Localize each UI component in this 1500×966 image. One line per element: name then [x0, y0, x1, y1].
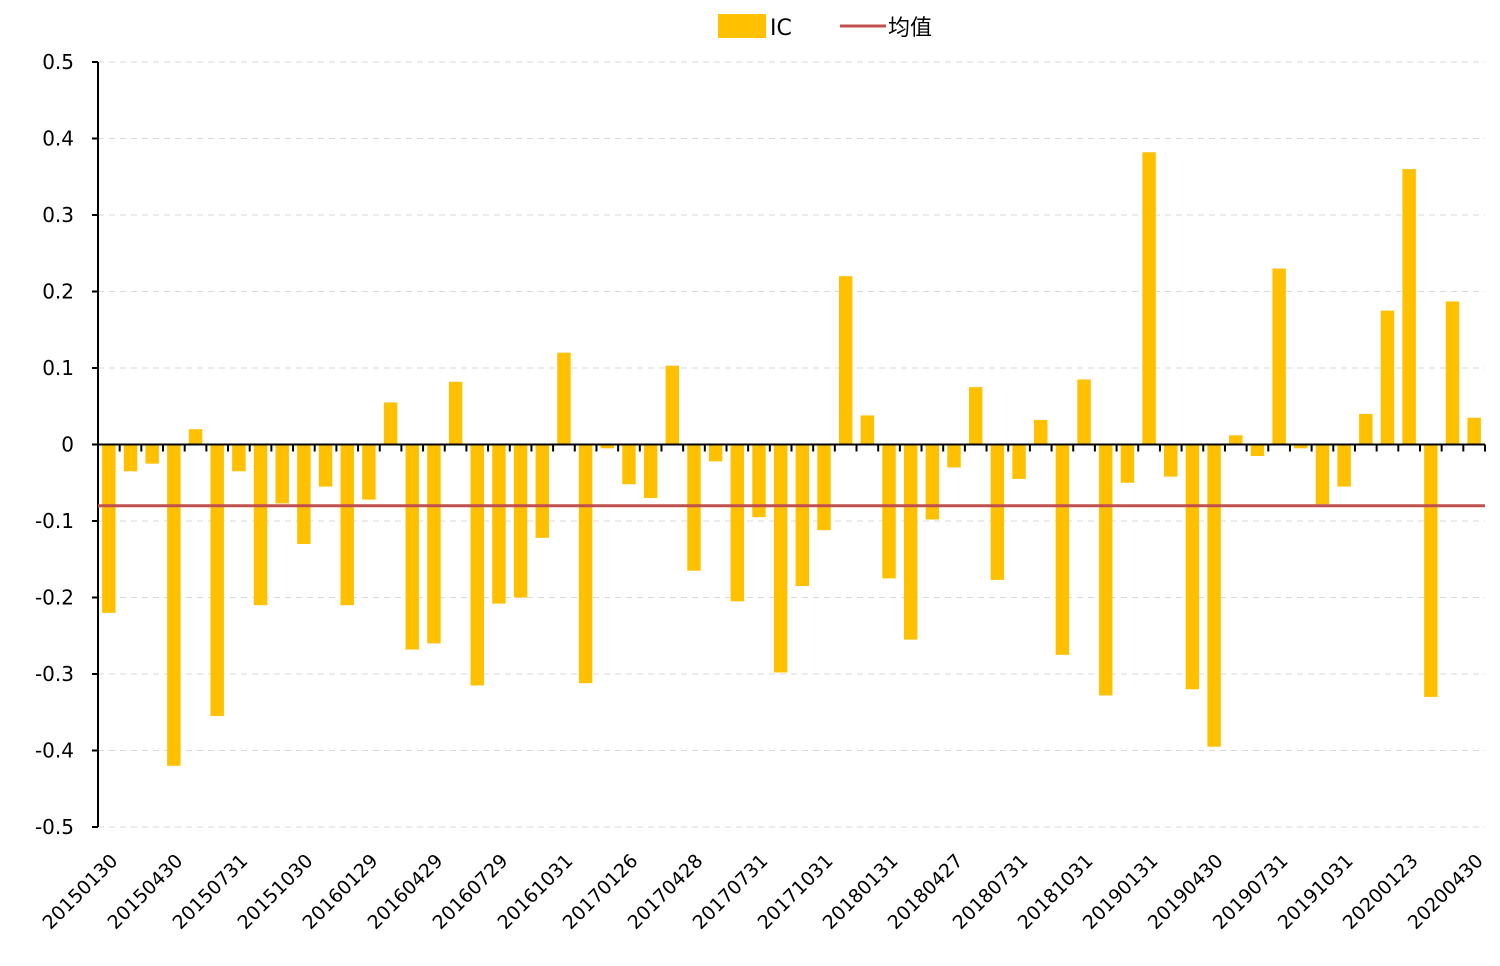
- ic-bar: [253, 444, 268, 606]
- ic-bar: [1272, 268, 1286, 445]
- ic-bar: [1185, 444, 1200, 690]
- y-tick-label: -0.1: [35, 509, 74, 533]
- ic-bar: [427, 444, 441, 644]
- ic-bar: [730, 444, 745, 602]
- legend-mean-label: 均值: [888, 16, 932, 41]
- ic-bar: [1034, 420, 1048, 445]
- ic-bar: [297, 444, 311, 544]
- ic-bar: [600, 444, 615, 449]
- ic-bar: [1099, 444, 1113, 696]
- ic-bar: [513, 444, 528, 598]
- ic-bar: [492, 444, 506, 604]
- ic-bar: [578, 444, 593, 684]
- y-tick-label: -0.4: [35, 739, 74, 763]
- y-tick-label: -0.3: [35, 662, 74, 686]
- ic-bar: [947, 444, 961, 468]
- legend: IC 均值: [718, 14, 932, 41]
- ic-bar: [318, 444, 333, 487]
- ic-bar: [1229, 435, 1243, 445]
- ic-bar: [968, 387, 983, 445]
- ic-bar: [860, 415, 875, 445]
- ic-bar: [102, 444, 116, 613]
- ic-bar: [1424, 444, 1438, 697]
- ic-bar: [405, 444, 419, 650]
- ic-bar: [1250, 444, 1265, 456]
- ic-bar: [1120, 444, 1135, 483]
- ic-bar: [643, 444, 658, 499]
- ic-bar: [275, 444, 289, 504]
- y-tick-label: -0.2: [35, 586, 74, 610]
- ic-bar: [882, 444, 896, 579]
- ic-bar: [925, 444, 940, 520]
- ic-bar: [557, 352, 571, 445]
- ic-bar: [232, 444, 246, 472]
- ic-bar: [687, 444, 701, 571]
- y-tick-label: -0.5: [35, 815, 74, 839]
- ic-bar: [817, 444, 831, 531]
- ic-bar: [1055, 444, 1070, 655]
- grid-layer: [98, 61, 1485, 828]
- y-tick-label: 0.5: [42, 50, 74, 74]
- ic-bar: [145, 444, 159, 464]
- ic-bar: [1315, 444, 1330, 505]
- ic-bar: [903, 444, 918, 640]
- ic-bar: [1142, 152, 1156, 445]
- ic-bar: [1467, 417, 1481, 445]
- legend-ic-label: IC: [770, 16, 792, 41]
- ic-bar: [990, 444, 1005, 580]
- y-tick-label: 0.2: [42, 280, 74, 304]
- ic-bar: [1337, 444, 1351, 487]
- ic-bar: [383, 402, 398, 445]
- ic-bar: [665, 365, 680, 445]
- ic-bar: [1359, 413, 1373, 445]
- ic-bar: [535, 444, 549, 538]
- ic-bar: [1445, 301, 1460, 445]
- ic-bar: [1294, 444, 1308, 449]
- ic-bar: [1402, 169, 1416, 445]
- legend-ic-swatch: [718, 14, 766, 38]
- y-tick-label: 0.3: [42, 203, 74, 227]
- y-tick-label: 0.1: [42, 356, 74, 380]
- ic-bar: [167, 444, 181, 766]
- y-tick-label: 0.4: [42, 127, 74, 151]
- ic-bar: [210, 444, 224, 717]
- ic-bar: [362, 444, 376, 500]
- y-tick-label: 0: [61, 433, 74, 457]
- ic-bar: [1077, 379, 1091, 445]
- ic-bar: [622, 444, 636, 485]
- ic-bar: [340, 444, 354, 606]
- ic-bar: [838, 276, 853, 445]
- ic-bar: [795, 444, 810, 587]
- ic-bar: [1380, 310, 1395, 445]
- ic-bar: [448, 381, 463, 445]
- ic-bar: [470, 444, 484, 686]
- ic-bar: [1207, 444, 1221, 747]
- ic-bar: [1164, 444, 1178, 477]
- ic-bar: [752, 444, 766, 518]
- ic-bar: [1012, 444, 1026, 479]
- ic-bar: [188, 429, 203, 445]
- ic-bar: [708, 444, 723, 462]
- ic-bar: [773, 444, 788, 673]
- ic-bar: [123, 444, 138, 472]
